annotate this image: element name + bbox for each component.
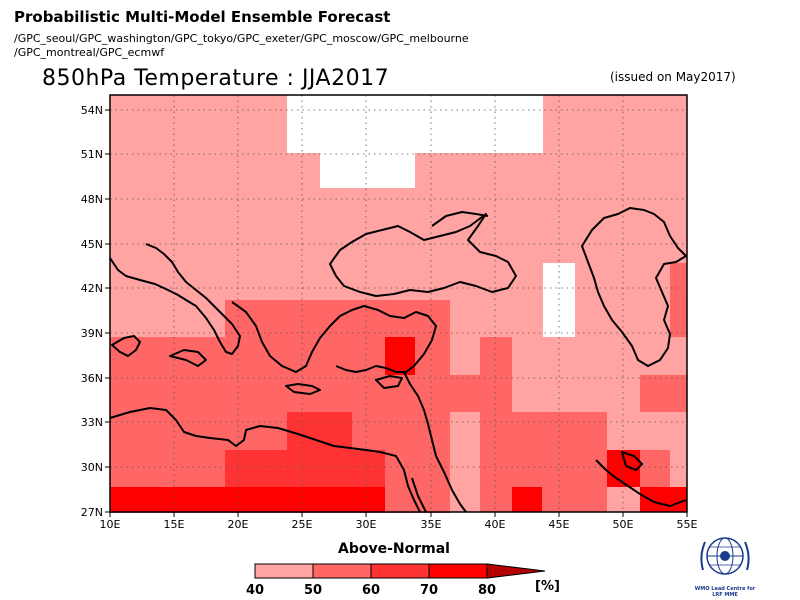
lat-tick-label: 33N [81,416,103,429]
legend-swatch-arrow [486,563,546,579]
legend-colorbar [254,563,546,579]
coastline-cyprus [375,375,403,389]
white-cell [320,152,415,188]
white-cell [287,95,543,153]
legend-swatch [254,563,314,579]
lat-tick-label: 48N [81,193,103,206]
wmo-emblem-icon [700,537,750,575]
cell-50-60 [480,337,512,512]
cell-40-50 [450,412,480,449]
legend-unit: [%] [535,579,560,594]
lon-tick-label: 55E [677,518,698,531]
map-frame [109,94,688,513]
issued-date: (issued on May2017) [610,70,736,84]
lon-tick-label: 35E [421,518,442,531]
coastline-caspian-sea [581,207,687,367]
lat-tick-label: 30N [81,461,103,474]
lat-tick-label: 45N [81,238,103,251]
wmo-logo: WMO Lead Centre for LRF MME [690,530,760,598]
chart-title: Probabilistic Multi-Model Ensemble Forec… [14,8,391,26]
cell-50-60 [640,375,687,412]
lon-tick-label: 20E [228,518,249,531]
lat-tick-label: 27N [81,506,103,519]
legend-label: 50 [304,583,322,598]
legend-label: 80 [478,583,496,598]
lat-tick-labels: 27N 30N 33N 36N 39N 42N 45N 48N 51N 54N [81,104,103,519]
lon-tick-label: 50E [613,518,634,531]
lat-tick-label: 51N [81,148,103,161]
lon-tick-labels: 10E 15E 20E 25E 30E 35E 40E 45E 50E 55E [100,518,698,531]
coastline-azov-sea [431,211,489,227]
coastline-sicily [169,349,207,367]
lon-tick-label: 45E [549,518,570,531]
model-list-line-1: /GPC_seoul/GPC_washington/GPC_tokyo/GPC_… [14,32,469,45]
coastline-sardinia [111,335,141,357]
lon-tick-label: 40E [485,518,506,531]
legend-title: Above-Normal [338,541,450,557]
coastline-qatar [621,451,643,471]
coastline-crete [285,383,321,395]
model-list-line-2: /GPC_montreal/GPC_ecmwf [14,46,165,59]
lat-tick-marks [105,109,110,513]
lon-tick-label: 10E [100,518,121,531]
coastline-red-sea-west [411,477,427,513]
coastline-black-sea [329,213,517,297]
lon-tick-label: 30E [356,518,377,531]
cell-70-80 [225,487,385,512]
coastline-levant-red-sea [403,371,467,513]
probability-70-80-cells [110,337,687,512]
lon-tick-label: 15E [164,518,185,531]
cell-70-80 [110,487,225,512]
lat-tick-label: 39N [81,327,103,340]
map-grid [110,95,687,512]
cell-60-70 [287,412,352,452]
cell-50-60 [670,263,687,337]
legend-label: 70 [420,583,438,598]
wmo-text-line-1: WMO Lead Centre for [694,586,756,592]
cell-70-80 [640,487,687,512]
legend-swatch [312,563,372,579]
legend-label: 60 [362,583,380,598]
model-list: /GPC_seoul/GPC_washington/GPC_tokyo/GPC_… [14,32,469,60]
lon-tick-marks [109,512,688,517]
map-subtitle: 850hPa Temperature : JJA2017 [42,66,390,91]
probability-white-cells [287,95,575,337]
coastline-greece-turkey [231,301,437,373]
lat-tick-label: 36N [81,372,103,385]
legend-swatch [370,563,430,579]
lat-tick-label: 54N [81,104,103,117]
cell-70-80 [512,487,542,512]
legend-labels: 40 50 60 70 80 [246,583,496,598]
legend-label: 40 [246,583,264,598]
lon-tick-label: 25E [292,518,313,531]
wmo-text-line-2: LRF MME [712,592,738,598]
coastlines [109,207,687,513]
coastline-italy-north [109,243,241,355]
coastline-north-africa [109,407,421,513]
legend-swatch [428,563,488,579]
lat-tick-label: 42N [81,282,103,295]
cell-50-60 [640,450,670,487]
cell-50-60 [450,375,480,415]
coastline-persian-gulf [595,459,687,507]
